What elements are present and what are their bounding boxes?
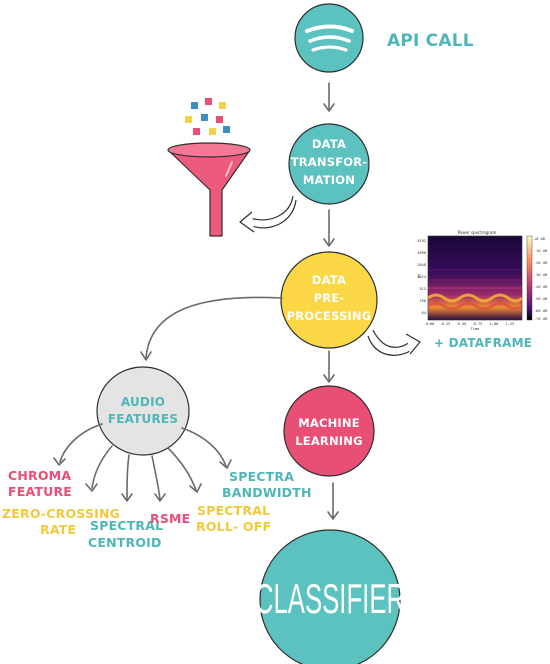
transform-node: DATA TRANSFOR- MATION <box>288 123 370 205</box>
feature-bandwidth-line-2: BANDWIDTH <box>222 485 312 500</box>
api-call-label: API CALL <box>387 31 474 51</box>
svg-text:Time: Time <box>471 327 480 331</box>
svg-text:1024: 1024 <box>417 275 426 279</box>
svg-text:2048: 2048 <box>417 263 426 267</box>
svg-text:0.75: 0.75 <box>474 322 483 326</box>
svg-text:-60 dB: -60 dB <box>534 309 547 313</box>
svg-text:1.00: 1.00 <box>490 322 499 326</box>
svg-text:256: 256 <box>420 299 427 303</box>
feature-zcr-line-1: ZERO-CROSSING <box>2 506 120 521</box>
api-call-node: API CALL <box>294 3 474 73</box>
transform-line-3: MATION <box>303 173 355 187</box>
svg-text:0.50: 0.50 <box>458 322 467 326</box>
classifier-node: CLASSIFIER <box>255 529 405 664</box>
ml-line-2: LEARNING <box>295 434 363 448</box>
svg-text:1.25: 1.25 <box>506 322 515 326</box>
feature-rolloff-line-1: SPECTRAL <box>197 503 270 518</box>
arrow-transform-to-funnel <box>239 195 297 233</box>
svg-text:-30 dB: -30 dB <box>534 273 547 277</box>
svg-text:0:00: 0:00 <box>426 322 435 326</box>
arrow-ml-to-classifier <box>327 482 339 520</box>
svg-text:Power spectrogram: Power spectrogram <box>458 230 497 235</box>
feature-centroid-line-1: SPECTRAL <box>90 518 163 533</box>
svg-text:-20 dB: -20 dB <box>534 261 547 265</box>
mel-spectrogram-image: Power spectrogram +0 dB -10 dB -20 dB -3… <box>417 230 547 331</box>
arrow-transform-to-preprocess <box>323 209 335 247</box>
svg-text:-50 dB: -50 dB <box>534 297 547 301</box>
svg-text:-10 dB: -10 dB <box>534 249 547 253</box>
preprocess-line-3: PROCESSING <box>287 309 372 323</box>
preprocess-node: DATA PRE- PROCESSING <box>280 251 378 349</box>
arrow-api-to-transform <box>323 82 335 112</box>
svg-text:-40 dB: -40 dB <box>534 285 547 289</box>
dataframe-label: + DATAFRAME <box>434 336 532 350</box>
svg-text:64: 64 <box>422 311 426 315</box>
feature-centroid-line-2: CENTROID <box>88 535 162 550</box>
svg-text:512: 512 <box>420 287 427 291</box>
audio-features-node: AUDIO FEATURES <box>96 366 190 456</box>
transform-line-2: TRANSFOR- <box>291 155 368 169</box>
feature-arrows <box>53 423 232 502</box>
feature-bandwidth-line-1: SPECTRA <box>229 469 294 484</box>
feature-labels: CHROMA FEATURE ZERO-CROSSING RATE SPECTR… <box>2 468 312 550</box>
svg-text:0.25: 0.25 <box>442 322 451 326</box>
arrow-preprocess-to-audio-features <box>140 296 283 361</box>
audio-features-line-1: AUDIO <box>121 395 165 409</box>
svg-text:8192: 8192 <box>417 239 426 243</box>
feature-rolloff-line-2: ROLL- OFF <box>196 519 271 534</box>
feature-chroma-line-1: CHROMA <box>8 468 71 483</box>
preprocess-line-1: DATA <box>312 273 346 287</box>
arrow-preprocess-to-dataframe <box>367 329 421 356</box>
funnel-icon <box>167 98 251 237</box>
arrow-preprocess-to-ml <box>323 350 335 383</box>
svg-text:+0 dB: +0 dB <box>534 237 545 241</box>
feature-chroma-line-2: FEATURE <box>8 484 72 499</box>
svg-text:Hz: Hz <box>417 274 421 278</box>
feature-zcr-line-2: RATE <box>40 522 76 537</box>
svg-text:4096: 4096 <box>417 251 426 255</box>
classifier-label: CLASSIFIER <box>255 577 405 623</box>
svg-text:-70 dB: -70 dB <box>534 317 547 321</box>
feature-rsme-line-1: RSME <box>150 511 190 526</box>
ml-node: MACHINE LEARNING <box>283 385 375 477</box>
spectrogram-bands <box>427 269 524 310</box>
audio-features-line-2: FEATURES <box>108 412 178 426</box>
transform-line-1: DATA <box>312 137 346 151</box>
preprocess-line-2: PRE- <box>314 291 345 305</box>
ml-line-1: MACHINE <box>298 416 360 430</box>
